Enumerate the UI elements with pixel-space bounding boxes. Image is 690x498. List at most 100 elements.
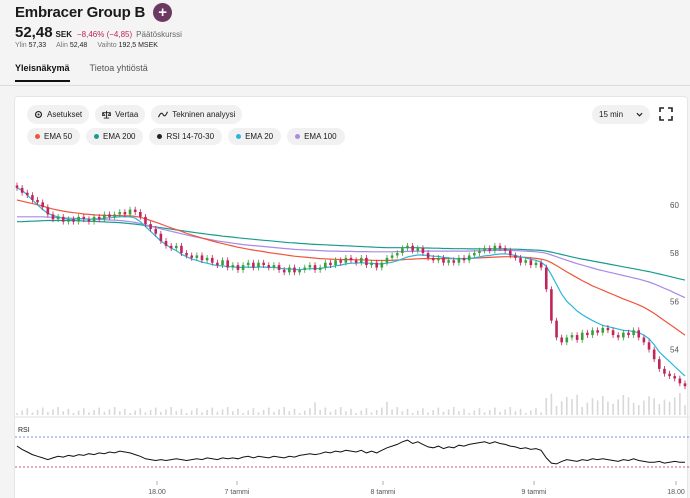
settings-label: Asetukset (47, 110, 83, 119)
volume-bar (632, 402, 635, 415)
volume-bar (345, 411, 347, 415)
volume-bar (129, 413, 131, 415)
volume-bar (139, 408, 142, 415)
candle-body (652, 349, 656, 360)
volume-bar (93, 410, 95, 415)
chart-card: Asetukset Vertaa Tekninen analyysi 15 mi… (14, 96, 689, 498)
candle-body (647, 342, 651, 350)
volume-bar (504, 409, 506, 415)
volume-bar (684, 405, 686, 415)
candle-body (401, 248, 404, 254)
legend-ema50[interactable]: EMA 50 (27, 128, 81, 145)
candle-body (226, 260, 229, 268)
candle-body (210, 257, 214, 263)
volume-bar (118, 411, 121, 415)
candle-body (375, 262, 378, 268)
volume-bar (283, 407, 285, 415)
rsi-line (16, 439, 685, 465)
price-chart[interactable]: 60 58 56 54 18.00 7 tammi 8 tammi 9 tammi 18.00 (15, 97, 689, 498)
volume-bar (273, 411, 275, 415)
volume-bar (154, 407, 157, 415)
candle-body (544, 267, 548, 290)
volume-bar (365, 408, 368, 415)
volume-bar (596, 400, 599, 415)
volume-bar (47, 411, 49, 415)
legend-dot (35, 134, 40, 139)
x-tick-label: 18.00 (667, 489, 685, 496)
candle-body (442, 257, 445, 263)
volume-bar (494, 407, 496, 415)
trend-line-icon (158, 111, 169, 118)
candle-body (498, 245, 502, 249)
legend-ema200[interactable]: EMA 200 (86, 128, 144, 145)
candle-body (586, 332, 589, 336)
volume-bar (386, 401, 388, 415)
interval-value: 15 min (599, 110, 624, 119)
tab-bar: Yleisnäkymä Tietoa yhtiöstä (15, 63, 168, 82)
volume-bar (303, 410, 306, 415)
compare-button[interactable]: Vertaa (95, 105, 146, 124)
tab-overview[interactable]: Yleisnäkymä (15, 63, 70, 82)
volume-bar (247, 410, 250, 415)
legend-dot (157, 134, 163, 139)
candle-body (493, 245, 497, 251)
compare-label: Vertaa (115, 110, 139, 119)
candle-body (51, 214, 55, 220)
candle-body (277, 265, 281, 270)
candle-body (437, 257, 440, 261)
interval-select[interactable]: 15 min (592, 105, 650, 124)
stat-volume: Vaihto 192,5 MSEK (97, 42, 158, 49)
candle-body (627, 332, 630, 336)
legend-ema20[interactable]: EMA 20 (228, 128, 282, 145)
candle-body (606, 327, 610, 331)
candle-body (637, 330, 641, 338)
volume-bar (591, 398, 594, 415)
volume-bar (196, 408, 198, 415)
legend-ema100[interactable]: EMA 100 (287, 128, 345, 145)
candle-body (380, 262, 384, 268)
candle-body (642, 337, 646, 343)
candle-body (683, 383, 687, 387)
volume-bar (62, 411, 65, 415)
volume-bar (339, 407, 342, 415)
volume-bar (160, 411, 162, 415)
candle-body (31, 195, 34, 200)
volume-bar (221, 409, 224, 415)
volume-bar (617, 399, 619, 415)
volume-bar (309, 408, 311, 415)
volume-bar (391, 409, 393, 415)
legend-rsi[interactable]: RSI 14-70-30 (149, 128, 223, 145)
candle-body (550, 289, 553, 321)
tab-company-info[interactable]: Tietoa yhtiöstä (89, 63, 148, 73)
candle-body (174, 245, 178, 249)
candle-body (534, 262, 538, 266)
settings-button[interactable]: Asetukset (27, 105, 90, 124)
candle-body (390, 255, 394, 258)
candle-body (252, 262, 255, 268)
volume-bar (360, 410, 363, 415)
volume-bar (98, 407, 101, 415)
candle-body (632, 330, 635, 336)
volume-bar (442, 411, 445, 415)
candle-body (108, 214, 111, 217)
candle-body (673, 376, 677, 379)
volume-bar (607, 401, 609, 415)
volume-bar (165, 409, 167, 415)
volume-bar (21, 410, 23, 415)
fullscreen-icon[interactable] (659, 107, 673, 121)
technical-analysis-button[interactable]: Tekninen analyysi (151, 105, 243, 124)
candle-body (272, 265, 276, 268)
volume-bar (324, 407, 327, 415)
volume-bar (113, 407, 116, 415)
volume-bar (668, 401, 671, 415)
volume-bar (83, 408, 85, 415)
candle-body (452, 260, 456, 263)
volume-bar (473, 410, 476, 415)
candle-body (128, 209, 132, 215)
candle-body (565, 337, 569, 343)
candle-body (473, 253, 476, 256)
plus-icon[interactable]: + (153, 3, 173, 22)
volume-bar (232, 411, 234, 415)
y-tick-label: 60 (670, 201, 679, 210)
candle-body (25, 192, 29, 196)
